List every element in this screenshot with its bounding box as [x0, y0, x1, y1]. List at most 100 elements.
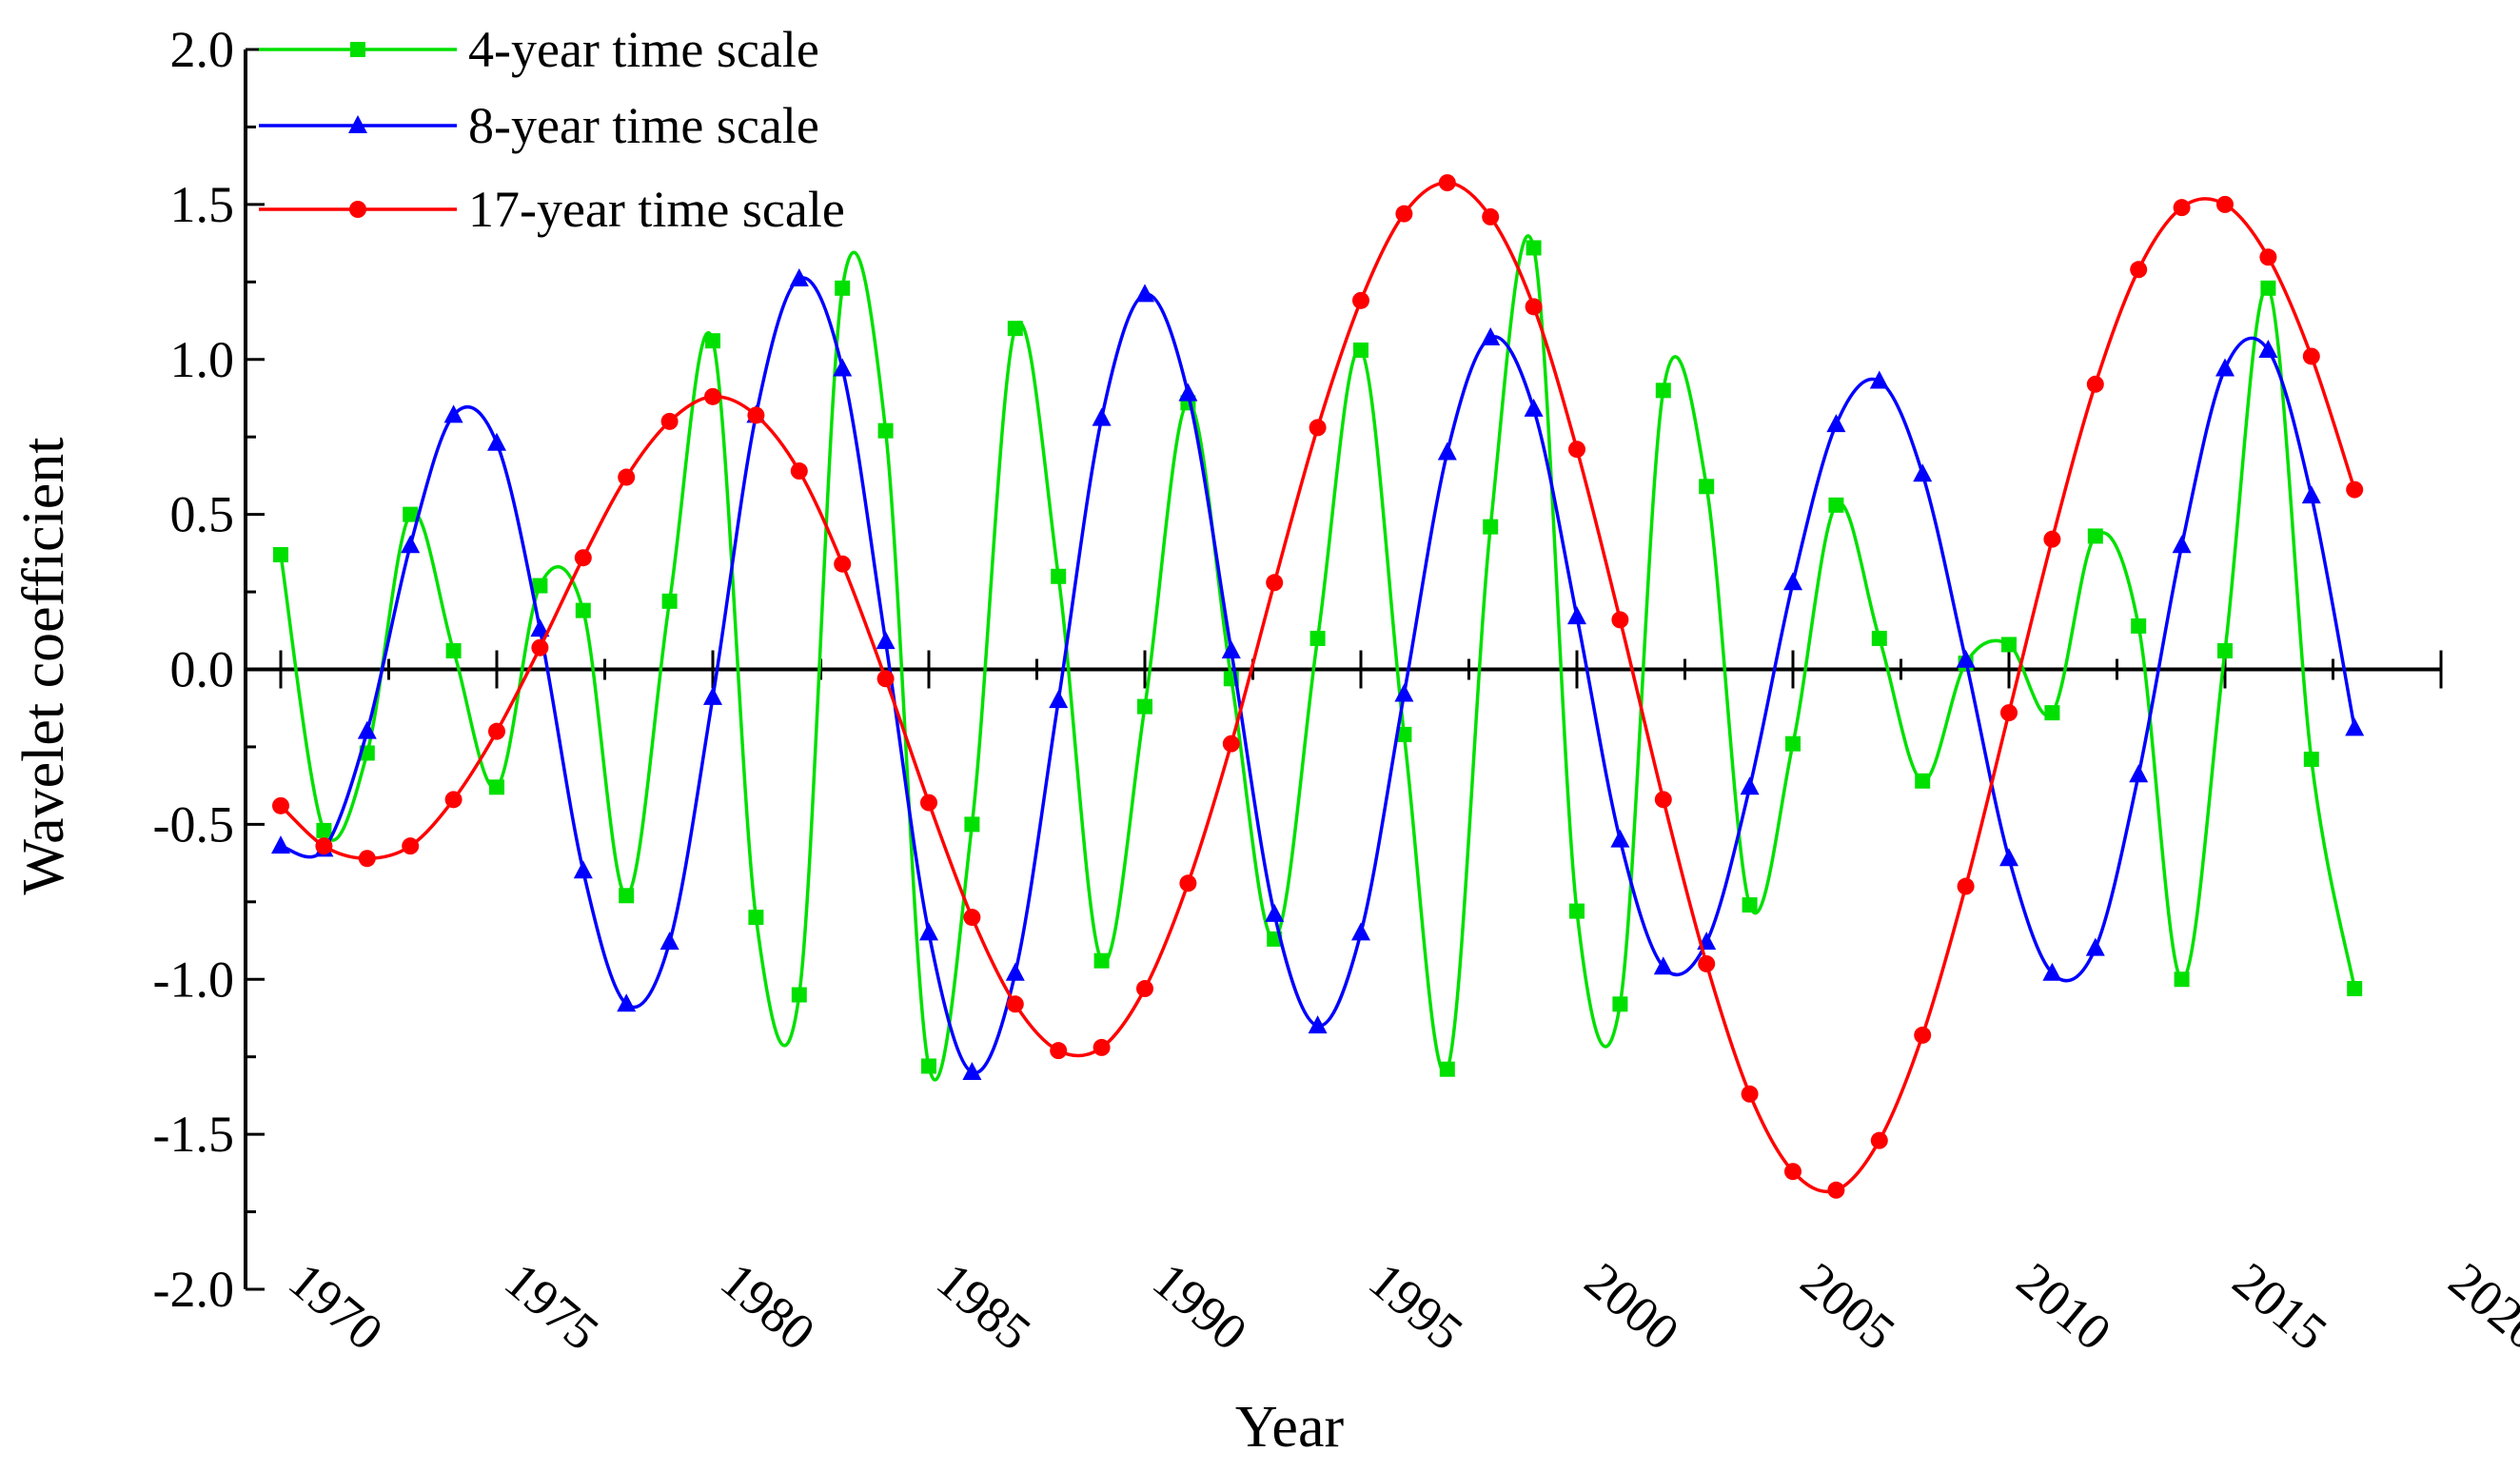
series-line	[279, 181, 2356, 1194]
data-point	[2130, 261, 2148, 279]
data-point	[963, 909, 981, 927]
data-point	[1265, 903, 1285, 922]
data-point	[748, 910, 764, 926]
data-point	[617, 993, 637, 1012]
data-point	[1698, 954, 1716, 972]
data-point	[1135, 284, 1154, 303]
data-point	[1653, 956, 1673, 975]
data-point	[1784, 1163, 1801, 1181]
data-point	[1783, 572, 1802, 591]
data-point	[1482, 207, 1500, 226]
data-point	[1006, 995, 1024, 1013]
data-point	[1179, 874, 1197, 892]
data-point	[1826, 414, 1846, 433]
data-point	[575, 602, 591, 618]
data-point	[2215, 358, 2235, 377]
data-point	[403, 506, 419, 522]
series-line	[279, 234, 2356, 1082]
data-point	[2216, 195, 2234, 213]
data-point	[921, 1058, 936, 1074]
legend: 4-year time scale 8-year time scale 17-yea…	[259, 21, 845, 238]
data-point	[531, 638, 549, 657]
data-point	[1568, 441, 1585, 459]
data-point	[2044, 705, 2060, 721]
legend-marker	[350, 42, 365, 57]
data-point	[1309, 630, 1326, 646]
data-point	[1178, 382, 1198, 402]
data-point	[1612, 996, 1628, 1012]
data-point	[2173, 199, 2191, 217]
data-point	[2000, 704, 2018, 722]
data-point	[574, 549, 592, 567]
data-point	[1266, 574, 1284, 592]
data-point	[1352, 291, 1369, 309]
data-point	[2085, 937, 2105, 956]
data-point	[1526, 240, 1542, 256]
data-point	[1438, 174, 1456, 192]
series-line	[280, 276, 2356, 1075]
data-point	[1957, 877, 1975, 895]
data-point	[1222, 735, 1240, 753]
x-tick-label: 2000	[1574, 1251, 1689, 1361]
data-point	[2086, 375, 2104, 393]
data-point	[619, 888, 635, 904]
data-point	[1828, 497, 1844, 513]
data-point	[2259, 248, 2277, 266]
data-point	[1956, 649, 1976, 668]
data-point	[2131, 618, 2147, 634]
data-point	[1524, 398, 1544, 417]
data-point	[2001, 637, 2017, 653]
data-point	[1005, 962, 1025, 981]
y-tick-label: -1.5	[153, 1106, 234, 1163]
data-point	[2347, 981, 2363, 997]
data-point	[791, 987, 807, 1003]
data-point	[1483, 519, 1499, 535]
x-tick-label: 2005	[1790, 1251, 1905, 1361]
legend-label: 8-year time scale	[468, 97, 819, 154]
data-point	[1221, 639, 1241, 658]
series-layer	[271, 174, 2365, 1199]
data-point	[2345, 717, 2365, 736]
data-point	[487, 432, 506, 451]
y-tick-label: 1.0	[170, 331, 235, 388]
legend-entry: 8-year time scale	[259, 97, 819, 154]
data-point	[1051, 568, 1067, 584]
data-point	[316, 822, 332, 838]
data-point	[2174, 971, 2190, 988]
data-point	[747, 406, 765, 424]
data-point	[660, 932, 679, 951]
data-point	[1913, 463, 1933, 482]
data-point	[443, 404, 463, 423]
data-point	[2172, 535, 2192, 554]
data-point	[1437, 441, 1457, 461]
data-point	[2303, 751, 2319, 767]
data-point	[1439, 1061, 1455, 1077]
data-point	[2346, 481, 2364, 499]
data-point	[920, 794, 937, 812]
data-point	[1915, 773, 1931, 789]
data-point	[1396, 726, 1412, 742]
y-tick-label: 0.5	[170, 486, 235, 543]
legend-marker	[348, 115, 367, 133]
legend-label: 4-year time scale	[468, 21, 819, 78]
data-point	[833, 358, 853, 377]
data-point	[2301, 485, 2321, 504]
data-point	[444, 791, 463, 809]
data-point	[488, 722, 505, 740]
data-point	[919, 922, 938, 941]
data-point	[1309, 419, 1327, 437]
data-point	[1049, 690, 1069, 709]
data-point	[1092, 407, 1112, 426]
x-tick-label: 1995	[1358, 1251, 1473, 1361]
x-tick-label: 2020	[2438, 1251, 2520, 1361]
legend-marker	[349, 201, 366, 218]
data-point	[273, 546, 288, 562]
data-point	[445, 642, 462, 658]
data-point	[2217, 642, 2233, 658]
data-point	[704, 387, 721, 405]
data-point	[530, 618, 550, 637]
data-point	[1699, 479, 1715, 495]
data-point	[1394, 683, 1414, 702]
data-point	[1351, 922, 1370, 941]
x-tick-label: 1970	[278, 1251, 393, 1361]
